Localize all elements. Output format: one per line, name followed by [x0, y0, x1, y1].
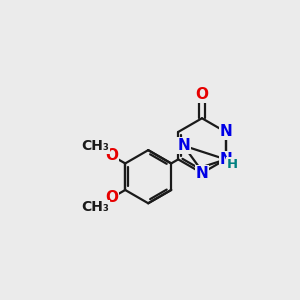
- Text: CH₃: CH₃: [81, 200, 109, 214]
- Text: N: N: [177, 138, 190, 153]
- Text: N: N: [219, 124, 232, 140]
- Text: N: N: [219, 152, 232, 167]
- Text: O: O: [196, 87, 208, 102]
- Text: N: N: [196, 166, 208, 181]
- Text: CH₃: CH₃: [81, 139, 109, 153]
- Text: O: O: [105, 148, 118, 163]
- Text: H: H: [227, 158, 238, 171]
- Text: O: O: [105, 190, 118, 206]
